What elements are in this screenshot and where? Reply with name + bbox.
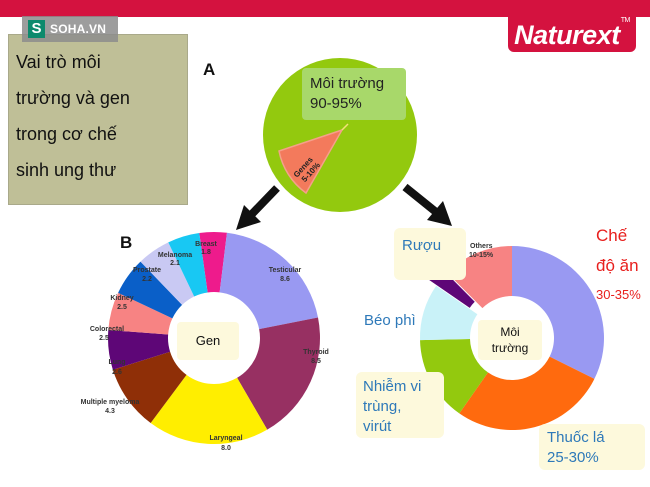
obesity-label: Béo phì — [364, 312, 416, 329]
donut-segment — [199, 232, 227, 293]
diet-value: 30-35% — [596, 287, 641, 302]
value-testicular: 8.6 — [280, 276, 290, 283]
gen-label: Gen — [195, 333, 221, 348]
brand-text: Naturext — [514, 20, 620, 50]
svg-text:2.1: 2.1 — [170, 260, 180, 267]
tobacco-label: Thuốc lá — [547, 429, 605, 446]
pie-a-genes-slice — [278, 128, 344, 195]
diet-line-1: Chế — [596, 226, 628, 245]
label-testicular: Testicular — [269, 267, 302, 274]
svg-text:2.6: 2.6 — [112, 369, 122, 376]
label-colorectal: Colorectal — [90, 326, 124, 333]
value-melanoma: 2.1 — [170, 260, 180, 267]
env-value: 90-95% — [310, 95, 362, 112]
svg-text:Laryngeal: Laryngeal — [209, 435, 242, 442]
donut-b-labels: Breast 1.8 Testicular 8.6 Thyroid 8.5 La… — [81, 241, 329, 452]
label-prostate: Prostate — [133, 267, 161, 274]
value-thyroid: 8.5 — [311, 358, 321, 365]
donut-segment — [118, 261, 183, 319]
svg-text:Testicular: Testicular — [269, 267, 302, 274]
donut-segment — [108, 292, 173, 335]
svg-text:Breast: Breast — [195, 241, 217, 248]
svg-text:10-15%: 10-15% — [469, 252, 494, 259]
infection-line-3: virút — [363, 418, 392, 435]
donut-b — [108, 232, 320, 444]
infection-line-2: trùng, — [363, 398, 402, 415]
svg-text:2.2: 2.2 — [142, 276, 152, 283]
others-label: Others — [470, 243, 493, 250]
svg-text:Kidney: Kidney — [110, 295, 133, 302]
donut-segment — [150, 374, 268, 444]
donut-segment — [108, 330, 171, 370]
title-line: sinh ung thư — [16, 160, 117, 180]
svg-text:8.5: 8.5 — [311, 358, 321, 365]
diet-line-2: độ ăn — [596, 256, 639, 275]
infection-callout: Nhiễm vi trùng, virút — [356, 372, 444, 438]
svg-text:8.0: 8.0 — [221, 445, 231, 452]
alcohol-label: Rượu — [402, 237, 442, 254]
value-laryngeal: 8.0 — [221, 445, 231, 452]
arrow-right-icon — [402, 183, 452, 226]
label-thyroid: Thyroid — [303, 349, 329, 356]
svg-text:Melanoma: Melanoma — [158, 252, 192, 259]
donut-segment — [420, 338, 488, 414]
svg-text:8.6: 8.6 — [280, 276, 290, 283]
panel-a-label: A — [203, 60, 216, 79]
top-bar — [0, 0, 650, 17]
value-prostate: 2.2 — [142, 276, 152, 283]
svg-text:1.8: 1.8 — [201, 249, 211, 256]
donut-b-center-label: Gen — [177, 322, 239, 360]
tobacco-callout: Thuốc lá 25-30% — [539, 424, 645, 470]
value-multiple-myeloma: 4.3 — [105, 408, 115, 415]
value-breast: 1.8 — [201, 249, 211, 256]
label-lung: Lung — [108, 359, 125, 366]
label-breast: Breast — [195, 241, 217, 248]
others-value: 10-15% — [469, 252, 494, 259]
donut-segment — [512, 246, 604, 379]
donut-c — [420, 246, 604, 431]
alcohol-callout: Rượu — [394, 228, 466, 280]
env-center-line-2: trường — [491, 341, 529, 355]
arrow-left-icon — [236, 185, 280, 230]
label-kidney: Kidney — [110, 295, 133, 302]
donut-segment — [140, 242, 195, 305]
svg-text:Others: Others — [470, 243, 493, 250]
env-callout: Môi trường 90-95% — [302, 68, 406, 120]
svg-text:4.3: 4.3 — [105, 408, 115, 415]
env-center-line-1: Môi — [500, 325, 520, 339]
env-label: Môi trường — [310, 75, 385, 92]
soha-logo-icon: S — [28, 20, 45, 38]
value-kidney: 2.5 — [117, 304, 127, 311]
donut-c-center-label: Môi trường — [478, 320, 542, 360]
soha-text: SOHA.VN — [50, 22, 107, 36]
svg-text:Multiple myeloma: Multiple myeloma — [81, 399, 140, 406]
donut-segment — [420, 285, 478, 341]
svg-text:Prostate: Prostate — [133, 267, 161, 274]
label-melanoma: Melanoma — [158, 252, 192, 259]
trademark: TM — [620, 17, 631, 24]
title-line: Vai trò môi — [16, 52, 101, 72]
value-lung: 2.6 — [112, 369, 122, 376]
svg-text:2.5: 2.5 — [99, 335, 109, 342]
donut-segment — [237, 317, 320, 430]
svg-text:Colorectal: Colorectal — [90, 326, 124, 333]
infection-line-1: Nhiễm vi — [363, 378, 422, 395]
svg-text:Lung: Lung — [108, 359, 125, 366]
value-colorectal: 2.5 — [99, 335, 109, 342]
tobacco-value: 25-30% — [547, 449, 599, 466]
title-line: trong cơ chế — [16, 124, 117, 144]
donut-segment — [112, 351, 187, 424]
donut-segment — [459, 356, 595, 431]
label-multiple-myeloma: Multiple myeloma — [81, 399, 140, 406]
donut-segment — [219, 232, 319, 330]
svg-text:2.5: 2.5 — [117, 304, 127, 311]
label-laryngeal: Laryngeal — [209, 435, 242, 442]
naturext-logo: NaturextTM — [508, 14, 636, 52]
svg-text:Thyroid: Thyroid — [303, 349, 329, 356]
donut-segment — [168, 233, 208, 297]
panel-b-label: B — [120, 233, 133, 252]
title-line: trường và gen — [16, 88, 130, 108]
soha-watermark: S SOHA.VN — [22, 16, 118, 42]
